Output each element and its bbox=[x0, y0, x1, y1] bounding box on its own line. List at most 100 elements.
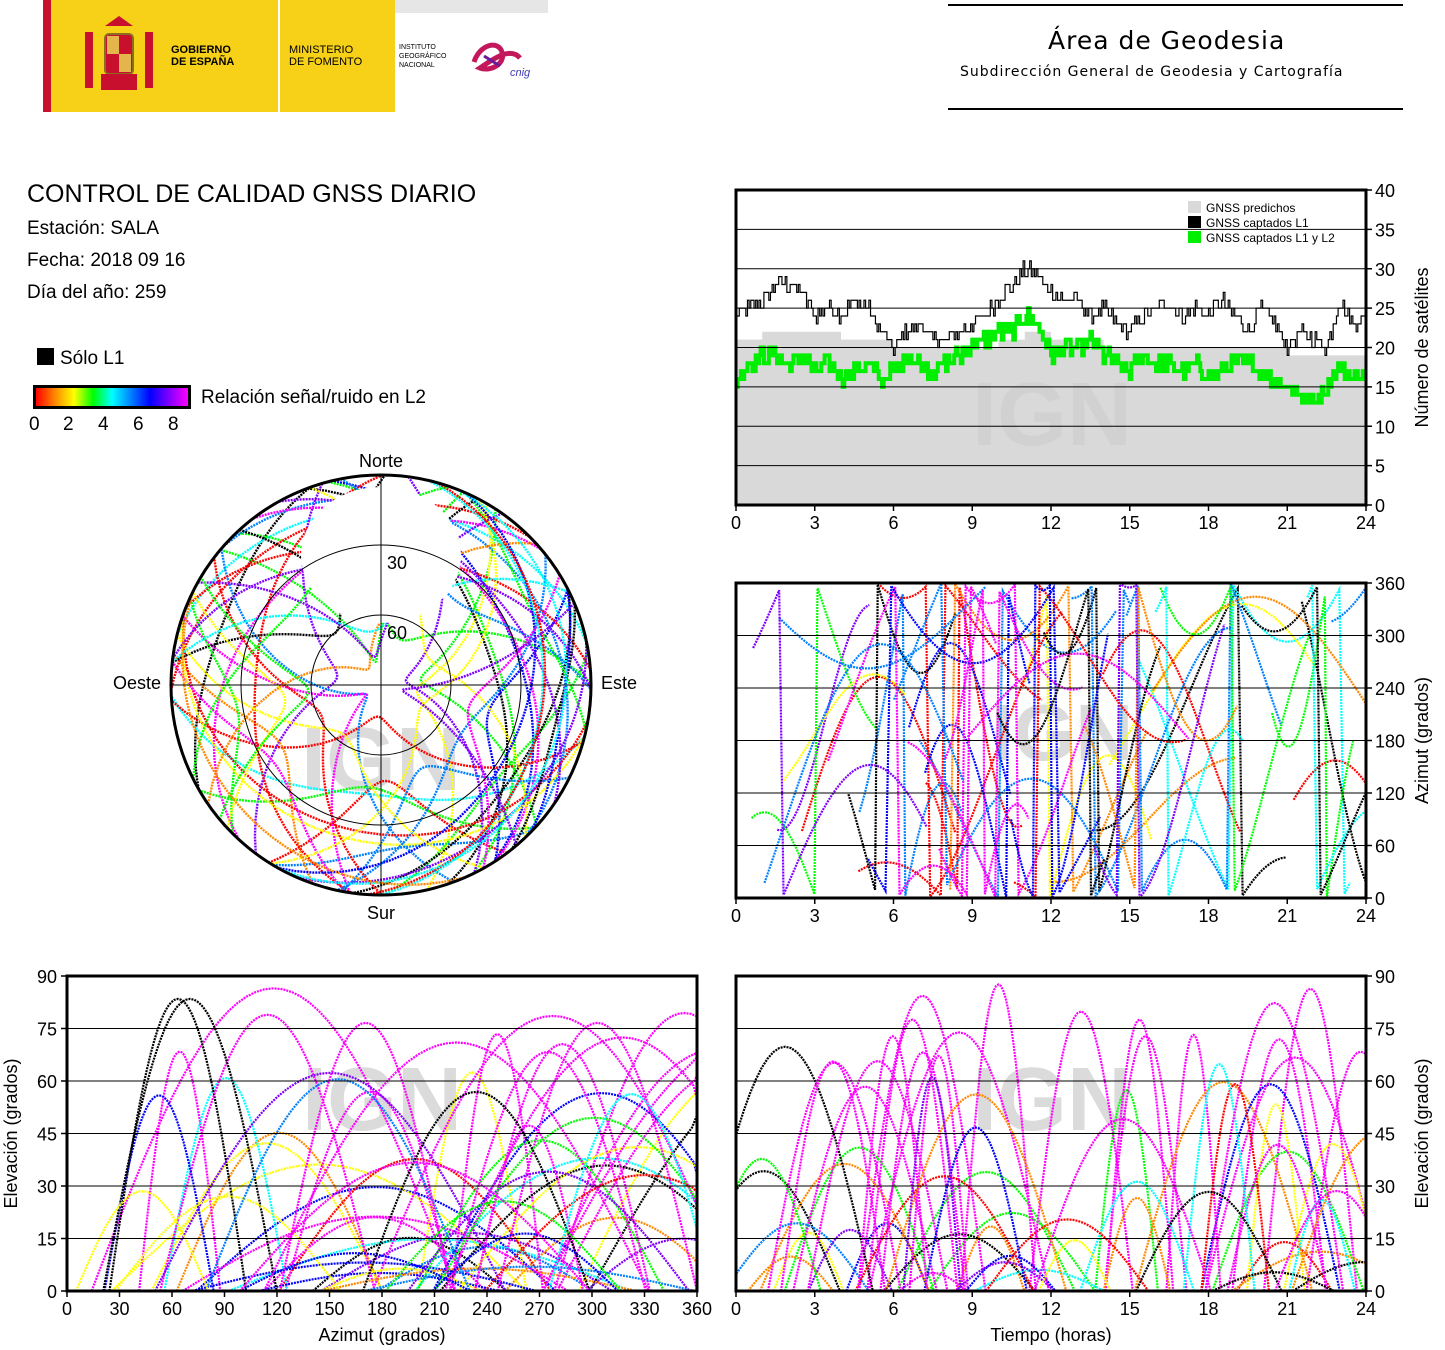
sky-track bbox=[185, 548, 591, 670]
elev-time-track bbox=[1028, 1010, 1134, 1291]
elev-track bbox=[417, 1071, 528, 1291]
elev-time-track bbox=[759, 1162, 930, 1291]
y-tick-label: 300 bbox=[1375, 627, 1405, 647]
satellite-track bbox=[800, 675, 957, 833]
y-tick-label: 30 bbox=[1375, 1177, 1395, 1197]
elev-time-track bbox=[1288, 1198, 1356, 1291]
elevation-time-chart: IGN 0 15 30 45 60 75 90 0 3 6 9 12 15 18 21 24 Elevación … bbox=[731, 967, 1432, 1345]
x-axis-label: Tiempo (horas) bbox=[990, 1325, 1111, 1345]
satellite-track bbox=[996, 588, 1106, 897]
elev-time-plot-area: IGN bbox=[736, 983, 1366, 1291]
satellite-track bbox=[1292, 759, 1366, 801]
sky-track bbox=[181, 591, 468, 886]
sky-track bbox=[485, 588, 570, 862]
ign-text: INSTITUTO GEOGRÁFICO NACIONAL bbox=[399, 44, 447, 69]
y-tick-label: 15 bbox=[1375, 378, 1395, 398]
y-tick-label: 360 bbox=[1375, 574, 1405, 594]
elev-time-track bbox=[1200, 1083, 1341, 1291]
elev-time-track bbox=[747, 1255, 835, 1291]
y-tick-label: 35 bbox=[1375, 220, 1395, 240]
elev-time-track bbox=[736, 1169, 841, 1291]
elev-track bbox=[163, 1076, 289, 1291]
sky-track bbox=[176, 634, 485, 869]
elev-track bbox=[431, 1232, 619, 1291]
elev-track bbox=[415, 1139, 665, 1291]
x-tick-label: 0 bbox=[731, 513, 741, 533]
x-tick-label: 3 bbox=[810, 513, 820, 533]
x-tick-label: 24 bbox=[1356, 513, 1376, 533]
y-tick-label: 40 bbox=[1375, 181, 1395, 201]
elev-time-track bbox=[1135, 1190, 1283, 1291]
elev-time-track bbox=[885, 1093, 1068, 1291]
satellite-track bbox=[763, 643, 965, 884]
x-tick-label: 60 bbox=[162, 1299, 182, 1319]
y-tick-label: 0 bbox=[47, 1282, 57, 1302]
coat-of-arms-icon bbox=[81, 14, 157, 98]
elev-track bbox=[457, 1145, 697, 1291]
flag-red-stripe bbox=[43, 0, 51, 112]
y-tick-label: 30 bbox=[1375, 260, 1395, 280]
elev-time-track bbox=[1182, 1062, 1256, 1291]
header-rule-top bbox=[948, 4, 1403, 6]
plot-frame bbox=[734, 188, 1368, 507]
x-tick-label: 6 bbox=[888, 1299, 898, 1319]
cnig-label: cnig bbox=[510, 67, 531, 79]
x-tick-label: 9 bbox=[967, 1299, 977, 1319]
snr-label: Relación señal/ruido en L2 bbox=[201, 387, 426, 408]
sky-track bbox=[253, 483, 339, 854]
elev-track bbox=[204, 1078, 471, 1291]
x-axis-label: Azimut (grados) bbox=[318, 1325, 445, 1345]
elev-track bbox=[553, 1011, 697, 1291]
ministerio-logo-block: MINISTERIO DE FOMENTO bbox=[280, 0, 395, 112]
y-tick-label: 60 bbox=[1375, 837, 1395, 857]
elev-time-track bbox=[908, 1054, 969, 1291]
elev-track bbox=[238, 1252, 471, 1291]
sky-track bbox=[401, 602, 576, 846]
x-tick-label: 12 bbox=[1041, 906, 1061, 926]
label-north: Norte bbox=[359, 451, 403, 471]
elev-time-track bbox=[902, 1075, 962, 1291]
x-tick-label: 3 bbox=[810, 906, 820, 926]
sky-track bbox=[336, 554, 547, 892]
elev-track bbox=[542, 1049, 697, 1291]
y-tick-label: 25 bbox=[1375, 299, 1395, 319]
label-south: Sur bbox=[367, 903, 395, 923]
elev-track bbox=[371, 1014, 697, 1291]
y-axis-label: Elevación (grados) bbox=[1, 1058, 21, 1208]
satellite-track bbox=[1071, 583, 1233, 898]
l1-only-swatch bbox=[37, 348, 54, 365]
y-axis-label: Número de satélites bbox=[1412, 267, 1432, 427]
y-tick-label: 0 bbox=[1375, 889, 1385, 909]
x-tick-label: 0 bbox=[731, 906, 741, 926]
sky-track bbox=[182, 615, 368, 894]
elev-track bbox=[228, 1237, 631, 1291]
sky-track bbox=[295, 640, 588, 884]
satellite-track bbox=[782, 673, 907, 782]
y-tick-label: 20 bbox=[1375, 339, 1395, 359]
snr-tick: 2 bbox=[63, 414, 74, 435]
elev-track bbox=[577, 1069, 697, 1291]
gobierno-logo-block: GOBIERNO DE ESPAÑA bbox=[51, 0, 278, 112]
label-east: Este bbox=[601, 673, 637, 693]
x-tick-label: 6 bbox=[888, 513, 898, 533]
elev-time-track bbox=[1305, 1050, 1366, 1291]
elev-time-track bbox=[1104, 1018, 1175, 1291]
x-tick-label: 18 bbox=[1198, 513, 1218, 533]
elev-track bbox=[90, 987, 457, 1291]
x-tick-label: 330 bbox=[629, 1299, 659, 1319]
header-grey-strip bbox=[395, 0, 548, 13]
sky-track bbox=[199, 785, 536, 831]
area-title: Área de Geodesia bbox=[1048, 26, 1286, 55]
ign-watermark: IGN bbox=[302, 1050, 462, 1150]
x-tick-label: 150 bbox=[314, 1299, 344, 1319]
y-tick-label: 180 bbox=[1375, 732, 1405, 752]
sky-track bbox=[415, 502, 492, 891]
legend-swatch bbox=[1188, 201, 1201, 213]
sky-track bbox=[379, 479, 545, 895]
satellite-track bbox=[1151, 595, 1366, 706]
satellite-track bbox=[1042, 587, 1162, 893]
elev-time-track bbox=[985, 1218, 1150, 1291]
y-tick-label: 75 bbox=[1375, 1020, 1395, 1040]
elev-track bbox=[103, 1094, 215, 1291]
sky-track bbox=[191, 591, 287, 829]
